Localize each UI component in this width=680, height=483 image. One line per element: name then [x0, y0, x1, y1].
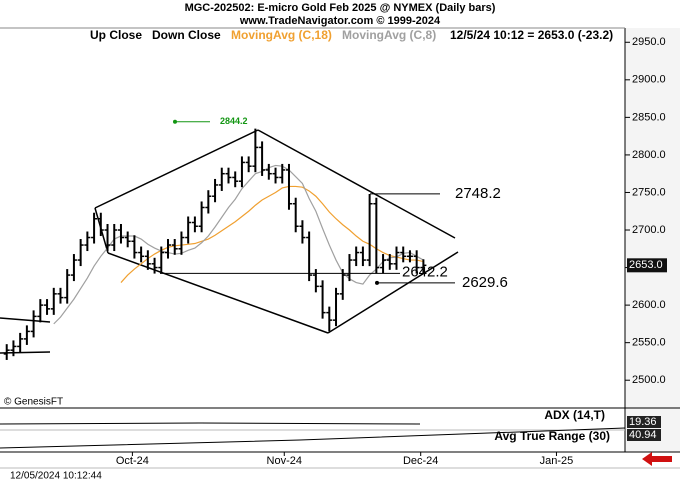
atr-line — [0, 427, 626, 449]
annotation-dot — [375, 280, 379, 285]
indicator-value: 19.36 — [629, 416, 657, 428]
price-axis-panel — [625, 28, 680, 452]
moving-average — [53, 164, 424, 325]
x-tick-label: Nov-24 — [267, 455, 302, 467]
indicator-label: ADX (14,T) — [544, 408, 605, 422]
adx-line — [0, 422, 421, 425]
last-price-box — [627, 258, 667, 273]
annotation-dot — [173, 119, 177, 124]
annotation-label: 2642.2 — [402, 263, 448, 280]
indicator-value: 40.94 — [629, 429, 657, 441]
indicator-value-box — [627, 429, 661, 441]
annotation-label: 2844.2 — [220, 116, 248, 126]
x-tick-label: Dec-24 — [403, 455, 438, 467]
y-tick-label: 2550.0 — [632, 337, 666, 349]
x-tick-label: Oct-24 — [116, 455, 149, 467]
indicator-value-box — [627, 416, 661, 428]
legend-entry: MovingAvg (C,18) — [231, 28, 332, 42]
legend-entry: Down Close — [152, 28, 221, 42]
legend-entry: MovingAvg (C,8) — [342, 28, 436, 42]
y-tick-label: 2500.0 — [632, 374, 666, 386]
trendlines — [0, 129, 459, 354]
timestamp: 12/05/2024 10:12:44 — [10, 471, 102, 482]
annotation-label: 2748.2 — [455, 185, 501, 202]
y-tick-label: 2700.0 — [632, 224, 666, 236]
y-tick-label: 2950.0 — [632, 36, 666, 48]
readout: 12/5/24 10:12 = 2653.0 (-23.2) — [450, 28, 613, 42]
x-tick-label: Jan-25 — [540, 455, 574, 467]
scroll-arrow[interactable] — [642, 452, 672, 466]
y-tick-label: 2750.0 — [632, 186, 666, 198]
legend-entry: Up Close — [90, 28, 142, 42]
chart-title: MGC-202502: E-micro Gold Feb 2025 @ NYME… — [185, 2, 496, 14]
y-tick-label: 2800.0 — [632, 149, 666, 161]
indicator-label: Avg True Range (30) — [494, 429, 610, 443]
y-tick-label: 2600.0 — [632, 299, 666, 311]
chart-subtitle: www.TradeNavigator.com © 1999-2024 — [239, 15, 441, 27]
y-tick-label: 2900.0 — [632, 74, 666, 86]
watermark: © GenesisFT — [4, 397, 63, 408]
y-tick-label: 2850.0 — [632, 111, 666, 123]
moving-average — [120, 185, 424, 283]
annotation-label: 2629.6 — [462, 274, 508, 291]
last-price-label: 2653.0 — [629, 259, 663, 271]
